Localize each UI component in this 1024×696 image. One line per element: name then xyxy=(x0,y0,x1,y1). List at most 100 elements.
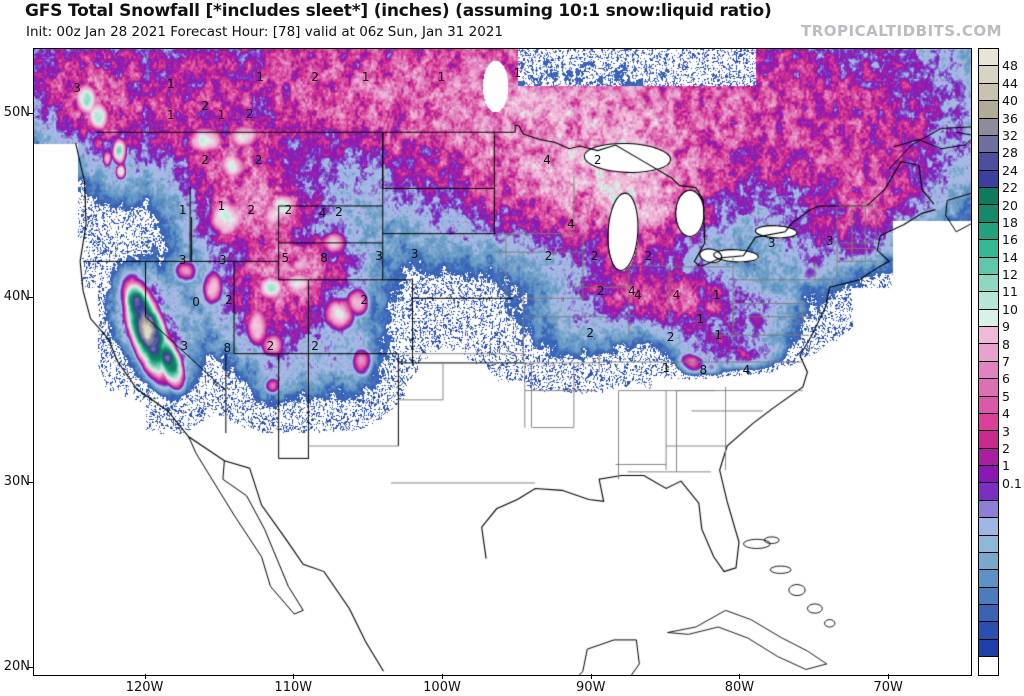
colorbar-band-24 xyxy=(979,466,998,484)
colorbar-band-14 xyxy=(979,292,998,310)
contour-value-label: 3 xyxy=(219,252,227,267)
colorbar-band-17 xyxy=(979,344,998,362)
colorbar-band-18 xyxy=(979,361,998,380)
colorbar-label-36: 36 xyxy=(1002,110,1018,126)
contour-value-label: 8 xyxy=(320,250,328,265)
colorbar-label-18: 18 xyxy=(1002,214,1018,230)
lon-tick xyxy=(888,674,890,679)
lat-label-20N: 20N xyxy=(3,658,30,674)
contour-value-label: 1 xyxy=(696,311,705,326)
colorbar-band-30 xyxy=(979,570,998,588)
snowfall-map-canvas[interactable] xyxy=(34,49,971,675)
colorbar-band-11 xyxy=(979,240,998,258)
colorbar-band-4 xyxy=(979,118,998,136)
contour-value-label: 2 xyxy=(590,248,599,263)
contour-value-label: 2 xyxy=(360,293,368,308)
contour-value-label: 2 xyxy=(254,152,263,167)
contour-value-label: 3 xyxy=(410,246,419,261)
page-subtitle: Init: 00z Jan 28 2021 Forecast Hour: [78… xyxy=(26,24,503,40)
lon-tick xyxy=(293,674,295,679)
colorbar-band-3 xyxy=(979,101,998,119)
lon-label-120W: 120W xyxy=(125,680,164,695)
contour-value-label: 1 xyxy=(217,108,226,123)
colorbar-band-26 xyxy=(979,500,998,519)
colorbar-label-22: 22 xyxy=(1002,180,1018,196)
lat-label-50N: 50N xyxy=(3,104,30,120)
colorbar-band-0 xyxy=(979,49,998,67)
watermark: TROPICALTIDBITS.COM xyxy=(801,22,1002,40)
colorbar-label-3: 3 xyxy=(1002,423,1010,439)
colorbar-band-8 xyxy=(979,188,998,206)
colorbar-band-15 xyxy=(979,309,998,327)
colorbar-band-29 xyxy=(979,552,998,571)
colorbar xyxy=(978,48,999,676)
lat-tick xyxy=(28,297,33,299)
contour-value-label: 1 xyxy=(167,108,175,123)
contour-value-label: 1 xyxy=(714,328,722,343)
contour-value-label: 4 xyxy=(742,363,751,378)
contour-value-label: 3 xyxy=(178,252,187,267)
colorbar-label-1: 1 xyxy=(1002,458,1010,474)
contour-value-label: 2 xyxy=(245,106,254,121)
lon-tick xyxy=(590,674,592,679)
contour-value-label: 3 xyxy=(73,80,81,95)
contour-value-label: 4 xyxy=(567,217,575,232)
colorbar-band-21 xyxy=(979,413,998,432)
contour-value-label: 2 xyxy=(284,202,293,217)
contour-value-label: 3 xyxy=(825,234,834,249)
contour-value-label: 2 xyxy=(596,283,605,298)
colorbar-label-40: 40 xyxy=(1002,93,1018,109)
contour-value-label: 4 xyxy=(628,283,636,298)
contour-value-label: 1 xyxy=(167,77,175,92)
contour-value-label: 3 xyxy=(180,339,189,354)
contour-value-label: 1 xyxy=(437,69,446,84)
colorbar-band-22 xyxy=(979,431,998,449)
lon-tick xyxy=(442,674,443,679)
colorbar-label-7: 7 xyxy=(1002,354,1010,369)
colorbar-label-24: 24 xyxy=(1002,162,1018,178)
lat-tick xyxy=(28,112,33,114)
colorbar-band-20 xyxy=(979,396,998,414)
contour-value-label: 1 xyxy=(217,198,226,213)
colorbar-label-5: 5 xyxy=(1002,388,1010,404)
contour-value-label: 4 xyxy=(634,287,642,302)
contour-value-label: 2 xyxy=(311,339,319,354)
lat-tick xyxy=(28,481,33,483)
colorbar-band-32 xyxy=(979,605,998,623)
colorbar-label-9: 9 xyxy=(1002,319,1010,335)
colorbar-band-31 xyxy=(979,587,998,605)
colorbar-band-35 xyxy=(979,657,998,675)
colorbar-label-14: 14 xyxy=(1002,249,1018,265)
contour-value-label: 2 xyxy=(586,326,595,341)
contour-value-label: 2 xyxy=(247,202,255,217)
colorbar-band-28 xyxy=(979,535,998,553)
lon-tick xyxy=(739,674,741,679)
colorbar-band-9 xyxy=(979,205,998,223)
colorbar-label-2: 2 xyxy=(1002,440,1010,456)
contour-value-label: 2 xyxy=(544,248,553,263)
contour-value-label: 2 xyxy=(644,248,653,263)
contour-value-label: 1 xyxy=(361,69,370,84)
contour-value-label: 3 xyxy=(767,235,776,250)
colorbar-band-27 xyxy=(979,518,998,536)
colorbar-label-12: 12 xyxy=(1002,267,1018,283)
lon-label-110W: 110W xyxy=(274,680,313,695)
colorbar-label-32: 32 xyxy=(1002,127,1018,143)
lon-label-100W: 100W xyxy=(423,680,461,695)
colorbar-label-10: 10 xyxy=(1002,301,1018,317)
contour-value-label: 1 xyxy=(256,69,264,84)
contour-value-label: 2 xyxy=(311,69,319,84)
contour-value-label: 1 xyxy=(712,287,721,302)
contour-value-label: 2 xyxy=(201,152,209,167)
colorbar-band-7 xyxy=(979,170,998,188)
lon-tick xyxy=(144,674,146,679)
contour-value-label: 8 xyxy=(699,363,708,378)
contour-value-label: 2 xyxy=(593,152,602,167)
contour-value-label: 4 xyxy=(318,206,327,221)
colorbar-band-33 xyxy=(979,622,998,640)
contour-value-label: 5 xyxy=(281,250,290,265)
contour-value-label: 1 xyxy=(662,361,670,376)
contour-value-label: 0 xyxy=(192,294,200,309)
